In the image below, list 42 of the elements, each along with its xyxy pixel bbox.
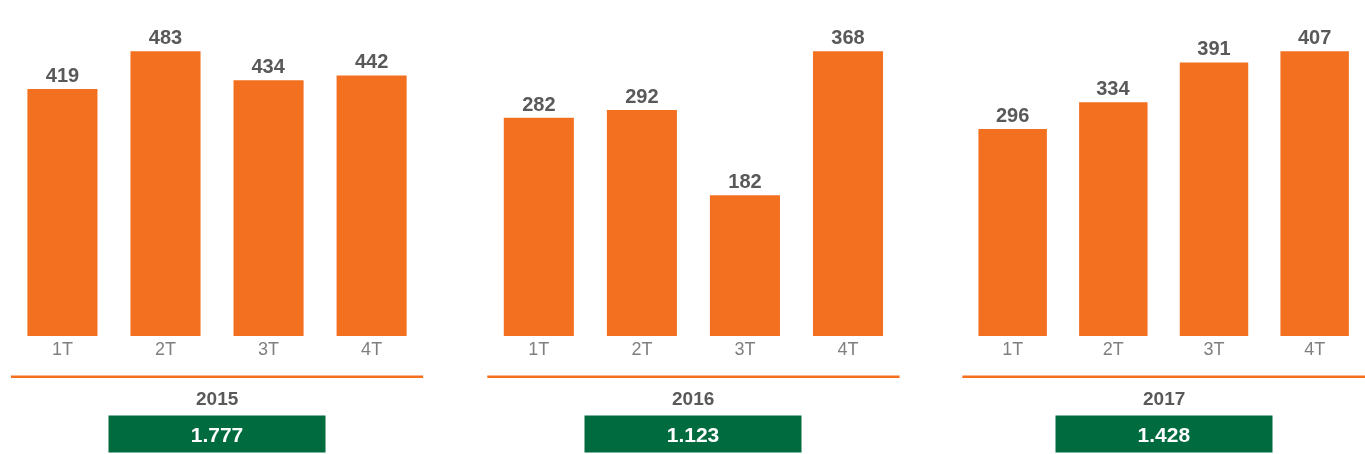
x-tick-label: 1T (1002, 338, 1024, 359)
bar (1179, 62, 1249, 336)
x-tick-label: 2T (631, 338, 653, 359)
text: 1.428 (1137, 422, 1191, 446)
data-label: 419 (45, 64, 80, 87)
data-label: 282 (522, 92, 556, 115)
data-label: 434 (251, 55, 286, 78)
bar (503, 117, 574, 336)
x-tick-label: 3T (258, 338, 280, 359)
x-tick-label: 1T (528, 338, 550, 359)
x-tick-label: 4T (361, 338, 383, 359)
x-tick-label: 3T (734, 338, 756, 359)
bar (1280, 51, 1349, 336)
data-label: 296 (995, 103, 1030, 126)
data-label: 334 (1096, 77, 1131, 100)
data-label: 442 (354, 50, 389, 73)
x-axis-title: 2017 (1143, 388, 1186, 409)
data-label: 407 (1297, 26, 1332, 49)
bar (709, 195, 780, 336)
bar (130, 51, 201, 336)
x-tick-label: 2T (155, 338, 177, 359)
data-label: 292 (625, 85, 659, 108)
bar (1079, 102, 1148, 336)
data-label: 368 (831, 26, 865, 49)
x-tick-label: 1T (51, 338, 73, 359)
data-label: 182 (728, 170, 762, 193)
x-tick-label: 3T (1203, 338, 1225, 359)
data-label: 391 (1197, 37, 1231, 60)
x-tick-label: 4T (1304, 338, 1326, 359)
x-tick-label: 2T (1102, 338, 1124, 359)
x-axis-title: 2015 (196, 388, 239, 409)
x-tick-label: 4T (837, 338, 859, 359)
text: 1.123 (666, 422, 720, 446)
bar (978, 128, 1047, 336)
bar (336, 75, 407, 336)
bar (27, 89, 98, 336)
bar (606, 110, 677, 336)
text: 1.777 (190, 422, 244, 446)
bar (812, 51, 884, 336)
x-axis-title: 2016 (672, 388, 715, 409)
bar (233, 80, 304, 336)
data-label: 483 (148, 26, 183, 49)
